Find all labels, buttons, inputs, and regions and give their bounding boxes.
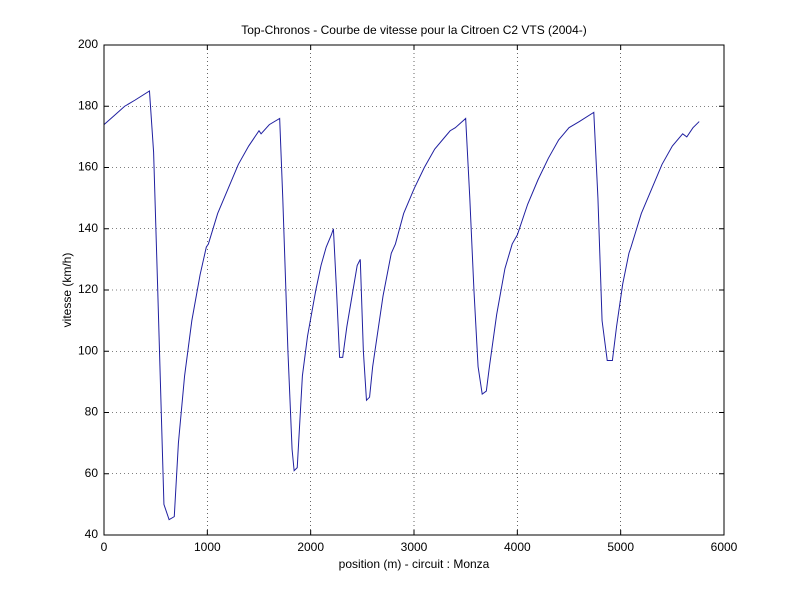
y-tick-label: 140 xyxy=(78,221,98,235)
x-tick-label: 6000 xyxy=(711,540,738,554)
plot-border xyxy=(103,44,725,536)
x-axis-label: position (m) - circuit : Monza xyxy=(339,557,490,571)
y-tick-label: 120 xyxy=(78,282,98,296)
chart-title: Top-Chronos - Courbe de vitesse pour la … xyxy=(241,23,587,37)
data-line xyxy=(103,90,700,521)
x-tick-label: 4000 xyxy=(504,540,531,554)
y-tick-label: 60 xyxy=(85,466,99,480)
y-tick-label: 80 xyxy=(85,405,99,419)
y-tick-label: 200 xyxy=(78,37,98,51)
y-tick-label: 180 xyxy=(78,98,98,112)
y-axis-label: vitesse (km/h) xyxy=(60,253,74,328)
y-tick-label: 100 xyxy=(78,343,98,357)
x-tick-label: 0 xyxy=(101,540,108,554)
y-tick-label: 160 xyxy=(78,160,98,174)
x-tick-label: 5000 xyxy=(607,540,634,554)
x-tick-label: 3000 xyxy=(401,540,428,554)
x-tick-label: 1000 xyxy=(194,540,221,554)
x-tick-label: 2000 xyxy=(297,540,324,554)
y-tick-label: 40 xyxy=(85,527,99,541)
